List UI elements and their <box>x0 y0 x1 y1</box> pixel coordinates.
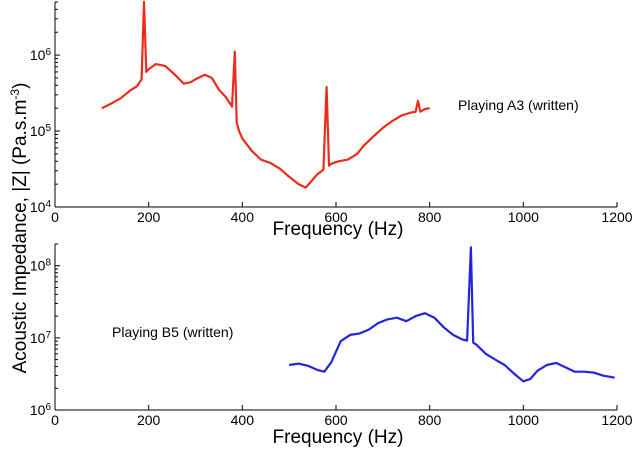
panel-top-y-tick-label: 104 <box>30 199 52 216</box>
y-axis-label-sup: -3 <box>8 89 22 100</box>
panel-bottom-x-tick-label: 0 <box>51 412 59 428</box>
panel-top-x-tick-label: 400 <box>231 209 255 225</box>
panel-bottom-x-tick-label: 1200 <box>601 412 632 428</box>
panel-bottom-x-tick-label: 400 <box>231 412 255 428</box>
panel-top: 0 200 400 600 800 1000 1200 104 105 106 Playing A… <box>30 0 633 240</box>
panel-bottom-x-axis-label: Frequency (Hz) <box>273 427 404 448</box>
panel-bottom: 0 200 400 600 800 1000 1200 106 107 108 Playing B… <box>30 243 633 448</box>
panel-top-x-tick-label: 800 <box>418 209 442 225</box>
y-axis-label: Acoustic Impedance, |Z| (Pa.s.m-3) <box>8 83 31 374</box>
panel-top-y-tick-label: 105 <box>30 123 52 140</box>
y-axis-label-end: ) <box>10 83 31 89</box>
panel-top-x-tick-label: 600 <box>324 209 348 225</box>
panel-bottom-series-line <box>289 246 615 383</box>
y-axis-label-main: Acoustic Impedance, |Z| (Pa.s.m <box>10 100 31 374</box>
panel-top-annotation: Playing A3 (written) <box>458 97 579 113</box>
panel-bottom-y-tick-label: 108 <box>30 257 52 274</box>
panel-top-y-tick-label: 106 <box>30 47 52 64</box>
panel-top-x-tick-label: 200 <box>137 209 161 225</box>
panel-top-x-axis-label: Frequency (Hz) <box>273 219 404 240</box>
panel-bottom-x-tick-label: 600 <box>324 412 348 428</box>
panel-bottom-y-tick-label: 107 <box>30 329 52 346</box>
panel-top-x-tick-label: 1000 <box>508 209 539 225</box>
panel-bottom-x-tick-label: 800 <box>418 412 442 428</box>
panel-bottom-x-tick-label: 1000 <box>508 412 539 428</box>
panel-top-x-tick-label: 1200 <box>601 209 632 225</box>
panel-bottom-marks: 0 200 400 600 800 1000 1200 106 107 108 <box>30 243 633 428</box>
panel-top-series-line <box>101 0 430 189</box>
panel-top-marks: 0 200 400 600 800 1000 1200 104 105 106 <box>30 0 633 225</box>
panel-bottom-annotation: Playing B5 (written) <box>112 324 233 340</box>
panel-bottom-x-tick-label: 200 <box>137 412 161 428</box>
panel-bottom-y-tick-label: 106 <box>30 402 52 419</box>
panel-top-x-tick-label: 0 <box>51 209 59 225</box>
